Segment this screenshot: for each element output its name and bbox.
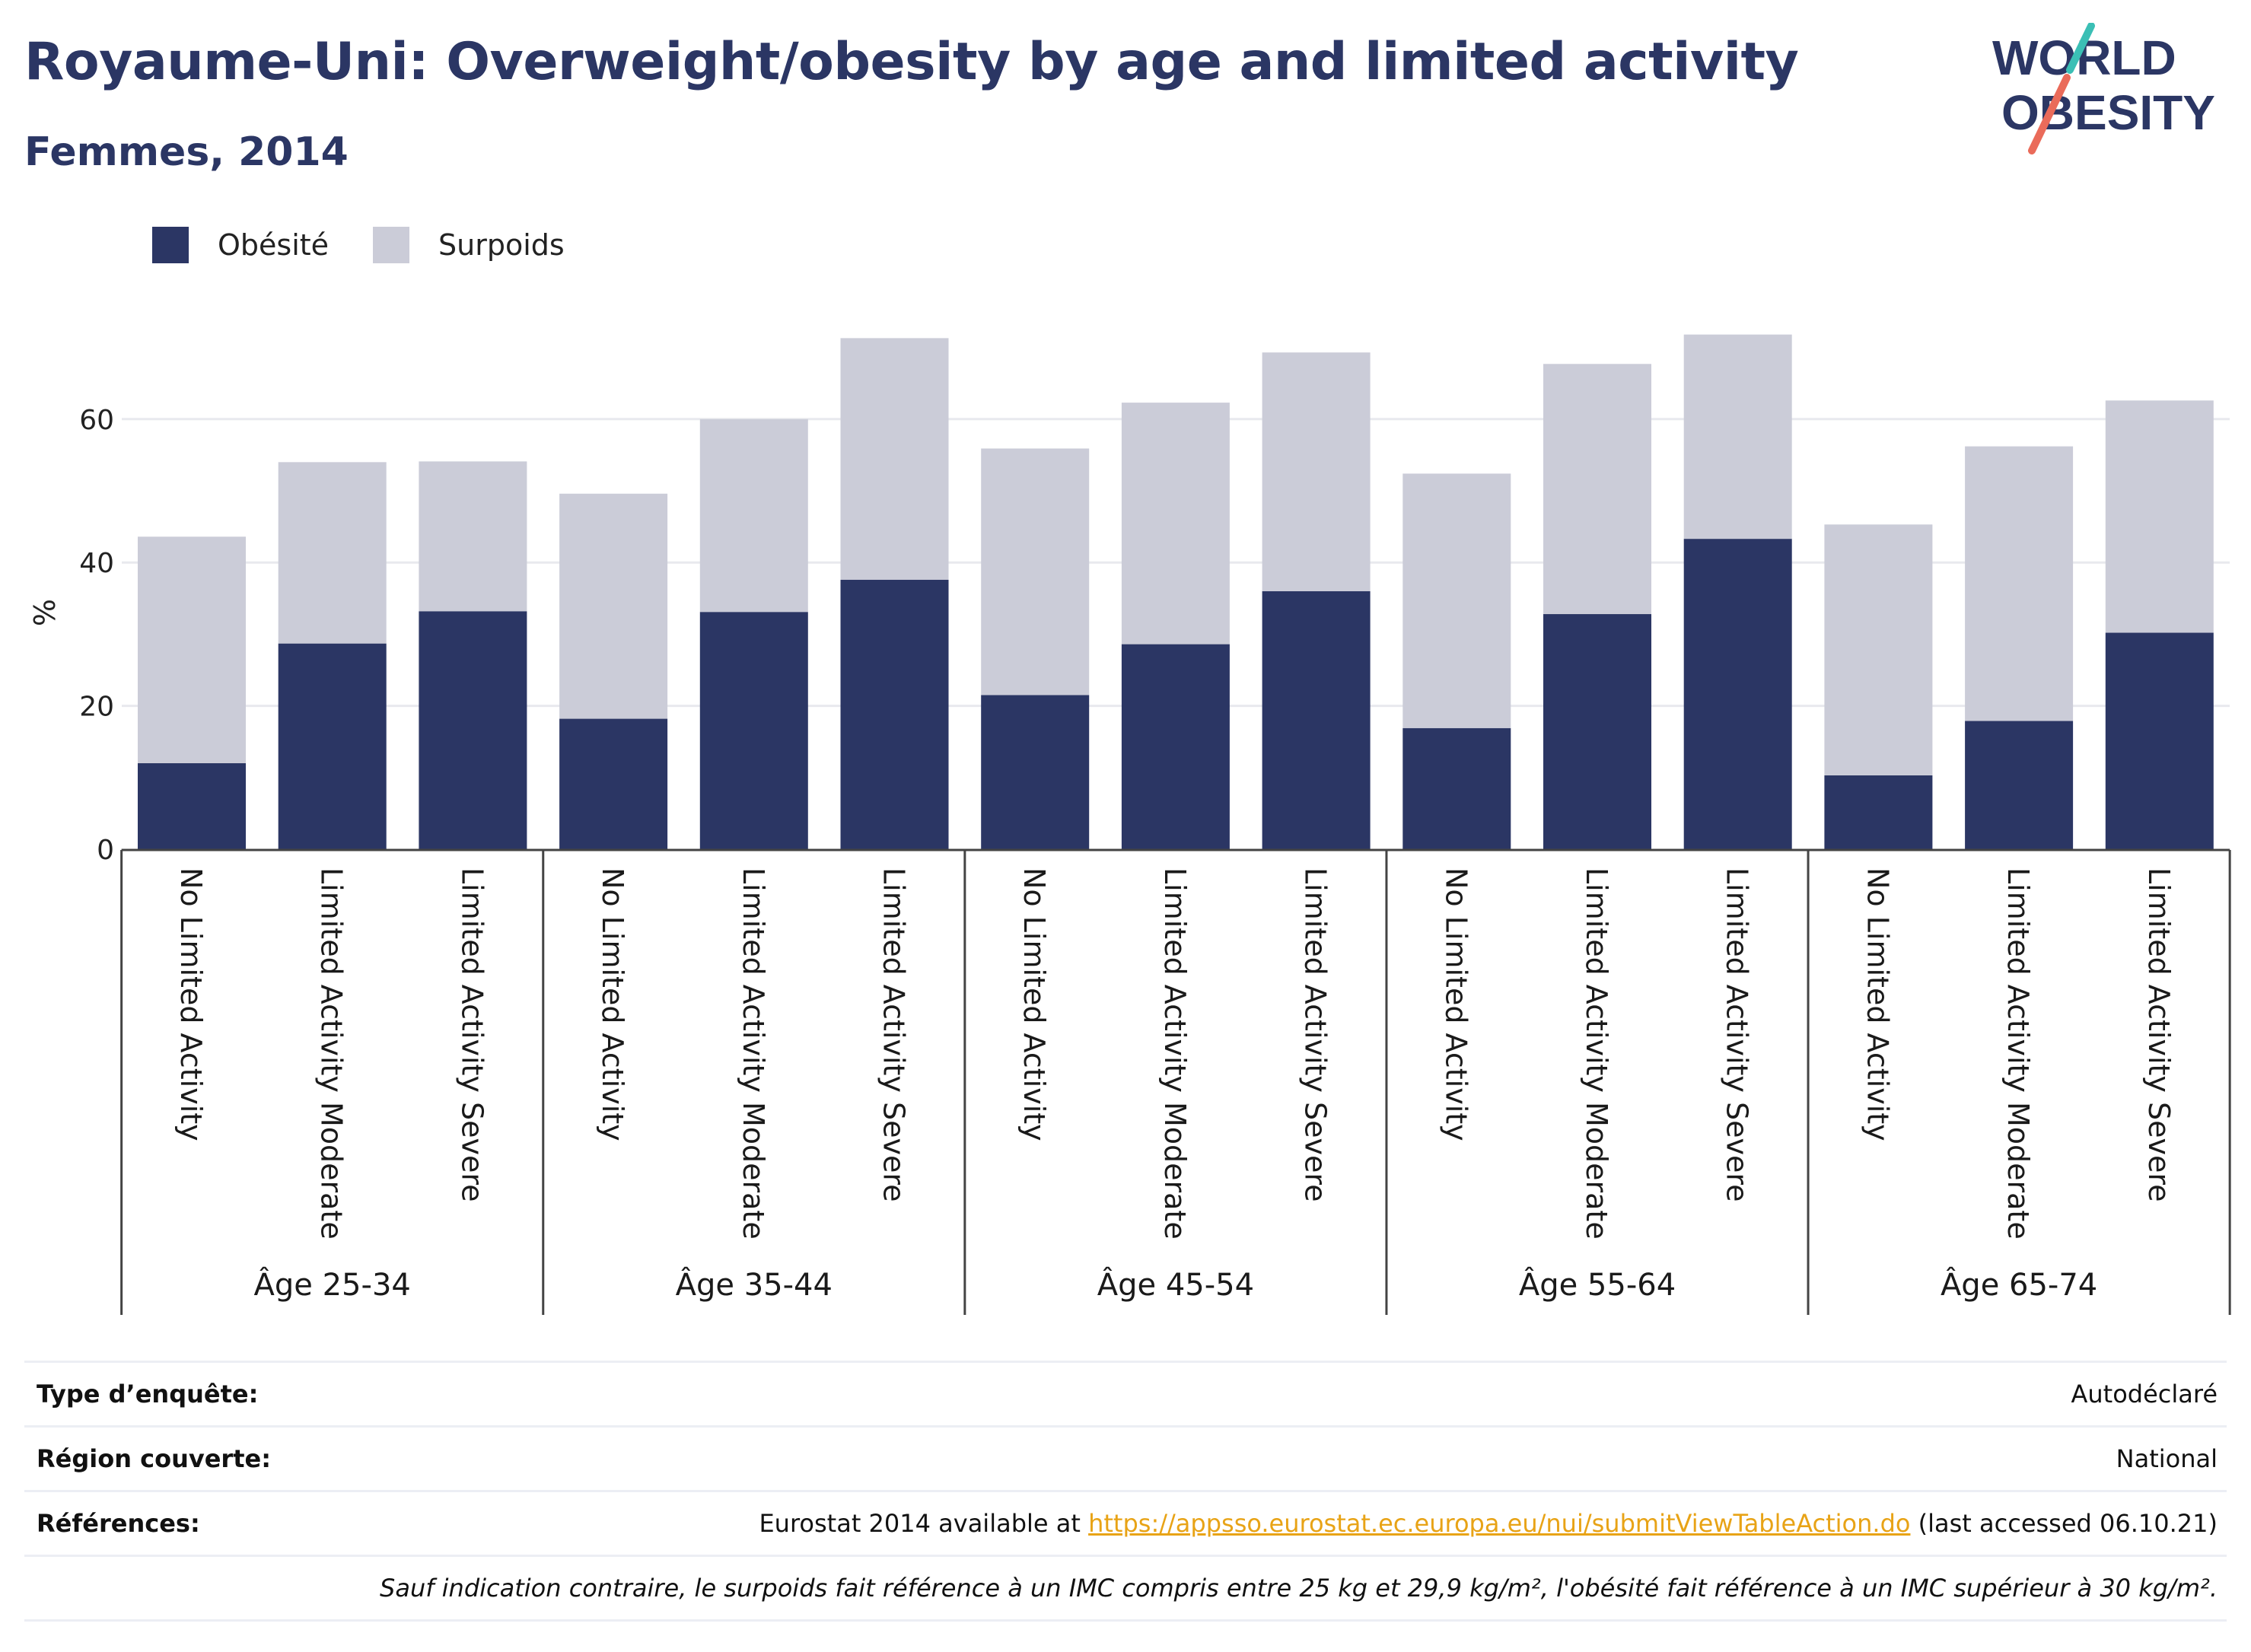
y-tick-label: 20 — [79, 692, 114, 723]
bar-overweight — [138, 536, 246, 763]
bar-overweight — [1121, 403, 1230, 645]
x-category-label: No Limited Activity — [1017, 867, 1051, 1141]
page-subtitle: Femmes, 2014 — [24, 129, 349, 175]
legend-item-overweight: Surpoids — [373, 227, 565, 263]
bar-overweight — [1262, 352, 1371, 591]
bar-obesity — [699, 612, 808, 849]
bar-overweight — [840, 338, 949, 580]
bar-obesity — [1543, 614, 1651, 849]
references-value: Eurostat 2014 available at https://appss… — [759, 1509, 2218, 1538]
references-label: Références: — [37, 1509, 200, 1538]
bar-overweight — [2105, 400, 2214, 633]
bar-obesity — [1965, 721, 2074, 849]
x-category-label: No Limited Activity — [174, 867, 208, 1141]
x-category-label: No Limited Activity — [1439, 867, 1473, 1141]
world-obesity-logo: WORLD OBESITY — [1992, 23, 2215, 154]
bar-overweight — [1683, 334, 1792, 540]
bar-obesity — [2105, 632, 2214, 849]
definition-note: Sauf indication contraire, le surpoids f… — [380, 1574, 2218, 1603]
legend-item-obesity: Obésité — [152, 227, 329, 263]
bar-overweight — [699, 419, 808, 613]
bar-overweight — [1824, 524, 1933, 775]
logo-line2: OBESITY — [2001, 85, 2215, 140]
region-value: National — [2116, 1444, 2218, 1473]
legend-swatch-obesity — [152, 227, 189, 263]
x-category-label: No Limited Activity — [596, 867, 629, 1141]
legend-label-obesity: Obésité — [218, 228, 330, 262]
x-category-label: Limited Activity Severe — [455, 867, 489, 1202]
info-row-survey-type: Type d’enquête: Autodéclaré — [24, 1361, 2227, 1425]
x-category-label: Limited Activity Severe — [877, 867, 911, 1202]
bar-overweight — [1965, 446, 2074, 721]
x-category-label: Limited Activity Severe — [1721, 867, 1754, 1202]
bar-obesity — [1121, 644, 1230, 849]
x-category-label: Limited Activity Moderate — [2001, 867, 2035, 1240]
bar-obesity — [1262, 590, 1371, 849]
bar-obesity — [1824, 775, 1933, 849]
bar-obesity — [1683, 539, 1792, 849]
x-category-label: Limited Activity Moderate — [315, 867, 349, 1240]
survey-type-value: Autodéclaré — [2071, 1380, 2218, 1408]
info-row-note: Sauf indication contraire, le surpoids f… — [24, 1555, 2227, 1622]
page-title: Royaume-Uni: Overweight/obesity by age a… — [24, 32, 1799, 92]
bar-obesity — [840, 579, 949, 849]
bar-overweight — [1543, 364, 1651, 615]
info-row-references: Références: Eurostat 2014 available at h… — [24, 1490, 2227, 1555]
legend-label-overweight: Surpoids — [438, 228, 565, 262]
references-suffix: (last accessed 06.10.21) — [1910, 1509, 2218, 1538]
bar-obesity — [981, 695, 1090, 849]
x-group-label: Âge 35-44 — [676, 1266, 833, 1303]
x-category-label: Limited Activity Moderate — [1580, 867, 1613, 1240]
x-category-label: Limited Activity Moderate — [737, 867, 770, 1240]
legend-swatch-overweight — [373, 227, 410, 263]
bar-obesity — [559, 718, 668, 849]
bar-obesity — [1402, 727, 1511, 849]
y-tick-label: 0 — [97, 835, 114, 866]
bar-overweight — [981, 448, 1090, 695]
y-tick-label: 40 — [79, 548, 114, 579]
bar-obesity — [419, 611, 527, 849]
x-group-label: Âge 25-34 — [254, 1266, 411, 1303]
references-link[interactable]: https://appsso.eurostat.ec.europa.eu/nui… — [1088, 1509, 1911, 1538]
bar-overweight — [419, 461, 527, 612]
region-label: Région couverte: — [37, 1444, 271, 1473]
x-category-label: Limited Activity Moderate — [1158, 867, 1192, 1240]
bar-obesity — [138, 762, 246, 849]
x-group-label: Âge 45-54 — [1097, 1266, 1254, 1303]
bar-overweight — [1402, 473, 1511, 728]
y-axis-label: % — [28, 599, 62, 626]
logo-slash-coral — [2028, 74, 2071, 154]
x-group-label: Âge 65-74 — [1941, 1266, 2097, 1303]
x-category-label: Limited Activity Severe — [2142, 867, 2176, 1202]
chart-legend: Obésité Surpoids — [152, 227, 609, 263]
bar-overweight — [559, 493, 668, 719]
x-category-label: Limited Activity Severe — [1299, 867, 1332, 1202]
survey-type-label: Type d’enquête: — [37, 1380, 259, 1408]
bar-overweight — [278, 462, 387, 644]
references-prefix: Eurostat 2014 available at — [759, 1509, 1089, 1538]
bar-obesity — [278, 643, 387, 849]
x-category-label: No Limited Activity — [1861, 867, 1894, 1141]
x-group-label: Âge 55-64 — [1519, 1266, 1676, 1303]
y-tick-label: 60 — [79, 405, 114, 436]
info-table: Type d’enquête: Autodéclaré Région couve… — [24, 1361, 2227, 1622]
stacked-bar-chart: 0 20 40 60% No Limited Activity Limited Activ… — [28, 334, 2231, 1315]
logo-slash-teal — [2066, 23, 2095, 74]
info-row-region: Région couverte: National — [24, 1425, 2227, 1490]
